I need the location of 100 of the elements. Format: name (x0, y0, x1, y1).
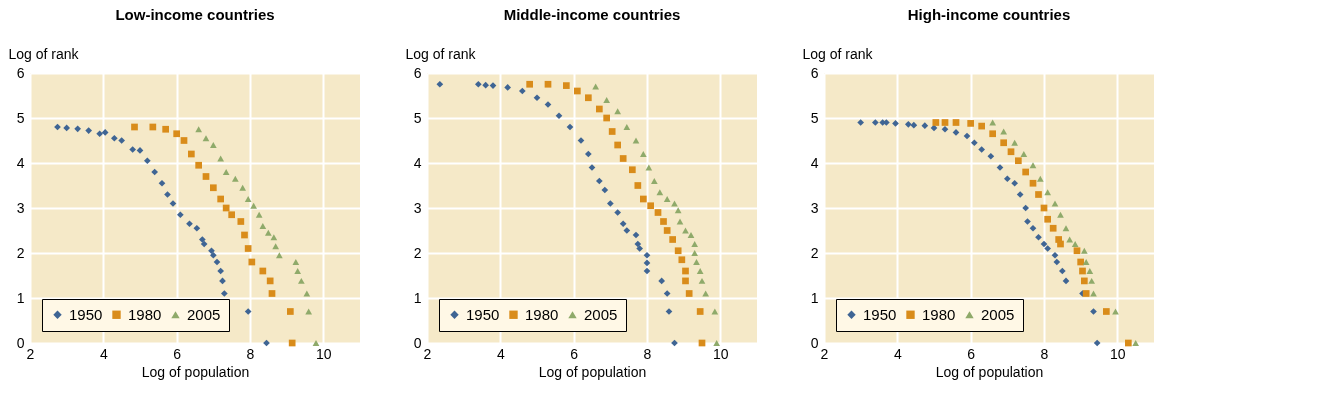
chart-title: Low-income countries (115, 6, 275, 23)
y-tick-label: 4 (16, 154, 25, 171)
y-tick-label: 0 (810, 334, 819, 351)
legend-label: 1980 (922, 305, 956, 323)
point (643, 251, 651, 259)
y-tick-label: 1 (413, 289, 422, 306)
y-axis-title: Log of rank (8, 45, 80, 62)
point (143, 157, 151, 165)
x-tick-label: 4 (893, 345, 902, 362)
point (200, 240, 208, 248)
point (656, 189, 664, 196)
y-tick-label: 3 (810, 199, 819, 216)
point (910, 121, 918, 129)
point (663, 227, 671, 234)
point (1079, 267, 1086, 275)
point (1051, 200, 1059, 207)
point (1029, 162, 1037, 169)
point (1082, 290, 1090, 297)
point (952, 119, 960, 126)
point (643, 267, 651, 275)
point (255, 211, 263, 218)
point (101, 129, 109, 136)
point (1053, 258, 1061, 266)
y-tick-label: 1 (16, 289, 25, 306)
point (1051, 251, 1059, 259)
legend-label: 1980 (525, 305, 559, 323)
point (1071, 241, 1079, 247)
point (1102, 308, 1110, 315)
point (682, 267, 689, 275)
point (213, 258, 221, 266)
point (198, 236, 206, 243)
point (241, 231, 248, 239)
point (129, 146, 137, 153)
y-tick-label: 2 (16, 244, 25, 261)
point (217, 267, 225, 275)
y-tick-label: 5 (413, 109, 422, 126)
point (239, 184, 247, 191)
y-axis-title: Log of rank (802, 45, 874, 62)
point (921, 122, 929, 129)
point (628, 166, 636, 174)
point (595, 177, 603, 185)
point (312, 340, 320, 346)
point (118, 137, 126, 144)
point (202, 135, 210, 142)
point (643, 259, 651, 267)
point (202, 173, 210, 180)
point (696, 268, 704, 274)
point (978, 146, 986, 153)
point (176, 211, 184, 219)
point (1014, 157, 1022, 165)
point (1029, 179, 1037, 187)
point (222, 204, 230, 212)
point (614, 209, 622, 216)
x-axis-title: Log of population (935, 363, 1044, 380)
point (989, 130, 997, 138)
point (674, 207, 682, 214)
point (693, 259, 700, 265)
point (619, 220, 627, 228)
y-tick-label: 4 (810, 154, 819, 171)
point (1000, 139, 1008, 147)
point (1058, 267, 1066, 275)
point (1057, 240, 1064, 248)
point (603, 114, 611, 122)
point (636, 245, 644, 252)
point (1040, 240, 1048, 248)
point (562, 82, 570, 89)
point (584, 150, 592, 158)
point (663, 196, 671, 202)
y-tick-label: 0 (413, 334, 422, 351)
point (474, 80, 482, 88)
point (932, 119, 940, 126)
point (614, 108, 622, 115)
point (669, 236, 677, 243)
point (1036, 175, 1044, 182)
x-tick-label: 4 (496, 345, 505, 362)
point (978, 122, 986, 130)
point (1080, 247, 1088, 254)
point (691, 250, 699, 256)
point (180, 137, 188, 144)
point (614, 141, 622, 149)
point (660, 218, 667, 225)
point (297, 277, 305, 284)
point (1016, 191, 1024, 198)
point (193, 224, 201, 232)
point (1062, 277, 1070, 285)
point (1080, 277, 1088, 285)
point (286, 308, 294, 315)
point (632, 137, 640, 144)
x-axis-title: Log of population (141, 363, 250, 380)
x-tick-label: 10 (1110, 345, 1126, 362)
legend-label: 1950 (466, 305, 500, 323)
point (208, 247, 215, 255)
point (244, 245, 252, 252)
legend-label: 2005 (187, 305, 221, 323)
point (603, 97, 611, 103)
point (634, 182, 642, 189)
point (244, 308, 252, 315)
y-tick-label: 6 (16, 64, 25, 81)
y-tick-label: 5 (16, 109, 25, 126)
point (1093, 339, 1101, 347)
